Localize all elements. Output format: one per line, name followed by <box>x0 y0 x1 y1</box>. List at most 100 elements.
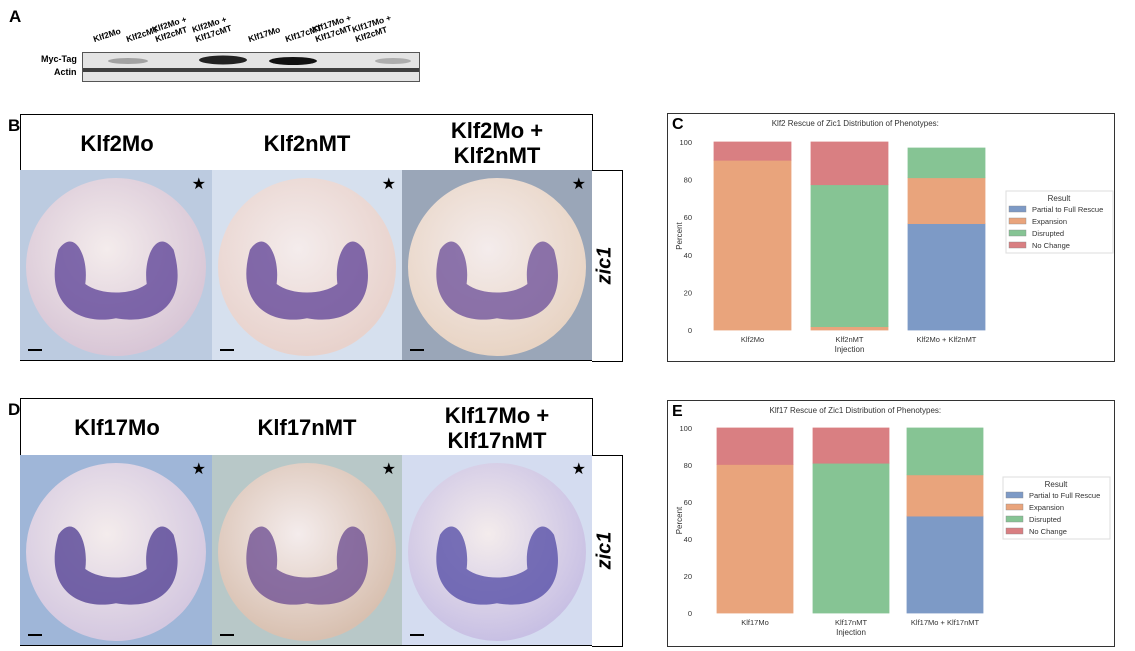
bar-segment-expansion <box>907 177 986 224</box>
x-tick-label: Klf2Mo + Klf2nMT <box>917 335 977 344</box>
panel-label-b: B <box>8 116 21 135</box>
x-tick-label: Klf2Mo <box>741 335 764 344</box>
bar-segment-expansion <box>713 159 792 331</box>
legend-swatch <box>1008 205 1027 213</box>
panel-label-d: D <box>8 400 21 419</box>
embryo-image <box>402 455 592 645</box>
column-title: Klf17nMT <box>212 398 403 457</box>
legend-entry: Partial to Full Rescue <box>1032 205 1103 214</box>
embryo-panel: ★ <box>402 455 592 645</box>
legend-entry: No Change <box>1029 527 1067 536</box>
bar-segment-disrupted <box>906 427 984 476</box>
bar-segment-no-change <box>713 141 792 161</box>
bar-segment-expansion <box>810 326 889 331</box>
star-icon: ★ <box>381 176 396 193</box>
y-tick-label: 0 <box>688 609 692 618</box>
legend-swatch <box>1005 515 1024 523</box>
scale-bar <box>410 349 424 351</box>
blot-lane-label: Klf2Mo + Klf2cMT <box>150 13 189 44</box>
column-title: Klf17Mo + Klf17nMT <box>402 398 593 457</box>
legend-swatch <box>1008 217 1027 225</box>
column-title: Klf2Mo + Klf2nMT <box>402 114 593 172</box>
chart-svg: Klf17 Rescue of Zic1 Distribution of Phe… <box>675 406 1111 637</box>
embryo-panel: ★ <box>212 170 402 360</box>
chart-c: Klf2 Rescue of Zic1 Distribution of Phen… <box>667 113 1115 362</box>
y-tick-label: 0 <box>688 326 692 335</box>
blot-lane-label: Klf2Mo + Klf17cMT <box>190 13 233 44</box>
x-tick-label: Klf17Mo + Klf17nMT <box>911 618 980 627</box>
legend-entry: Disrupted <box>1032 229 1064 238</box>
x-axis-label: Injection <box>835 345 865 354</box>
embryo-image <box>20 455 212 645</box>
y-tick-label: 100 <box>679 138 692 147</box>
x-tick-label: Klf17nMT <box>835 618 868 627</box>
bar-segment-expansion <box>716 464 794 614</box>
chart-title: Klf17 Rescue of Zic1 Distribution of Phe… <box>769 406 941 415</box>
blot-row-actin: Actin <box>54 67 77 77</box>
panel-label-e: E <box>672 403 683 420</box>
blot-lane-label: Klf17Mo + Klf2cMT <box>350 12 393 44</box>
x-axis-label: Injection <box>836 628 866 637</box>
bar-segment-no-change <box>810 141 889 186</box>
legend-title: Result <box>1045 480 1068 489</box>
panel-label-c: C <box>672 116 684 133</box>
blot-lane-label: Klf17Mo + Klf17cMT <box>310 12 353 44</box>
y-axis-label: Percent <box>675 506 684 534</box>
chart-title: Klf2 Rescue of Zic1 Distribution of Phen… <box>772 119 939 128</box>
star-icon: ★ <box>191 176 206 193</box>
y-tick-label: 60 <box>684 213 692 222</box>
legend-swatch <box>1005 491 1024 499</box>
embryo-panel: ★ <box>20 455 212 645</box>
chart-e: Klf17 Rescue of Zic1 Distribution of Phe… <box>667 400 1115 647</box>
blot-bands <box>83 53 419 81</box>
legend-entry: No Change <box>1032 241 1070 250</box>
divider <box>20 645 592 646</box>
bar-segment-disrupted <box>907 147 986 179</box>
legend-title: Result <box>1048 194 1071 203</box>
legend-swatch <box>1005 503 1024 511</box>
column-title: Klf2Mo <box>20 114 214 172</box>
star-icon: ★ <box>381 461 396 478</box>
western-blot-image <box>82 52 420 82</box>
scale-bar <box>28 634 42 636</box>
bar-segment-partial-to-full-rescue <box>906 515 984 614</box>
y-tick-label: 20 <box>684 572 692 581</box>
marker-label: zic1 <box>593 246 616 285</box>
legend-swatch <box>1005 527 1024 535</box>
column-title: Klf17Mo <box>20 398 214 457</box>
blot-lane-label: Klf17Mo <box>246 24 282 44</box>
y-tick-label: 40 <box>684 251 692 260</box>
scale-bar <box>410 634 424 636</box>
panel-label-a: A <box>9 7 22 26</box>
bar-segment-disrupted <box>810 184 889 328</box>
y-axis-label: Percent <box>675 221 684 249</box>
scale-bar <box>220 349 234 351</box>
column-title: Klf2nMT <box>212 114 403 172</box>
embryo-image <box>212 455 402 645</box>
bar-segment-no-change <box>716 427 794 465</box>
chart-svg: Klf2 Rescue of Zic1 Distribution of Phen… <box>675 119 1114 354</box>
star-icon: ★ <box>571 176 586 193</box>
scale-bar <box>220 634 234 636</box>
embryo-panel: ★ <box>402 170 592 360</box>
star-icon: ★ <box>191 461 206 478</box>
x-tick-label: Klf17Mo <box>741 618 769 627</box>
y-tick-label: 100 <box>679 424 692 433</box>
legend-swatch <box>1008 241 1027 249</box>
y-tick-label: 80 <box>684 461 692 470</box>
embryo-image <box>212 170 402 360</box>
y-tick-label: 40 <box>684 535 692 544</box>
blot-row-myc-tag: Myc-Tag <box>41 54 77 64</box>
embryo-image <box>20 170 212 360</box>
embryo-panel: ★ <box>212 455 402 645</box>
y-tick-label: 60 <box>684 498 692 507</box>
marker-cell: zic1 <box>592 170 623 362</box>
legend-entry: Disrupted <box>1029 515 1061 524</box>
bar-segment-partial-to-full-rescue <box>907 223 986 331</box>
blot-lane-label: Klf2Mo <box>91 25 122 44</box>
legend-entry: Partial to Full Rescue <box>1029 491 1100 500</box>
bar-segment-no-change <box>812 427 890 464</box>
embryo-image <box>402 170 592 360</box>
y-tick-label: 20 <box>684 288 692 297</box>
